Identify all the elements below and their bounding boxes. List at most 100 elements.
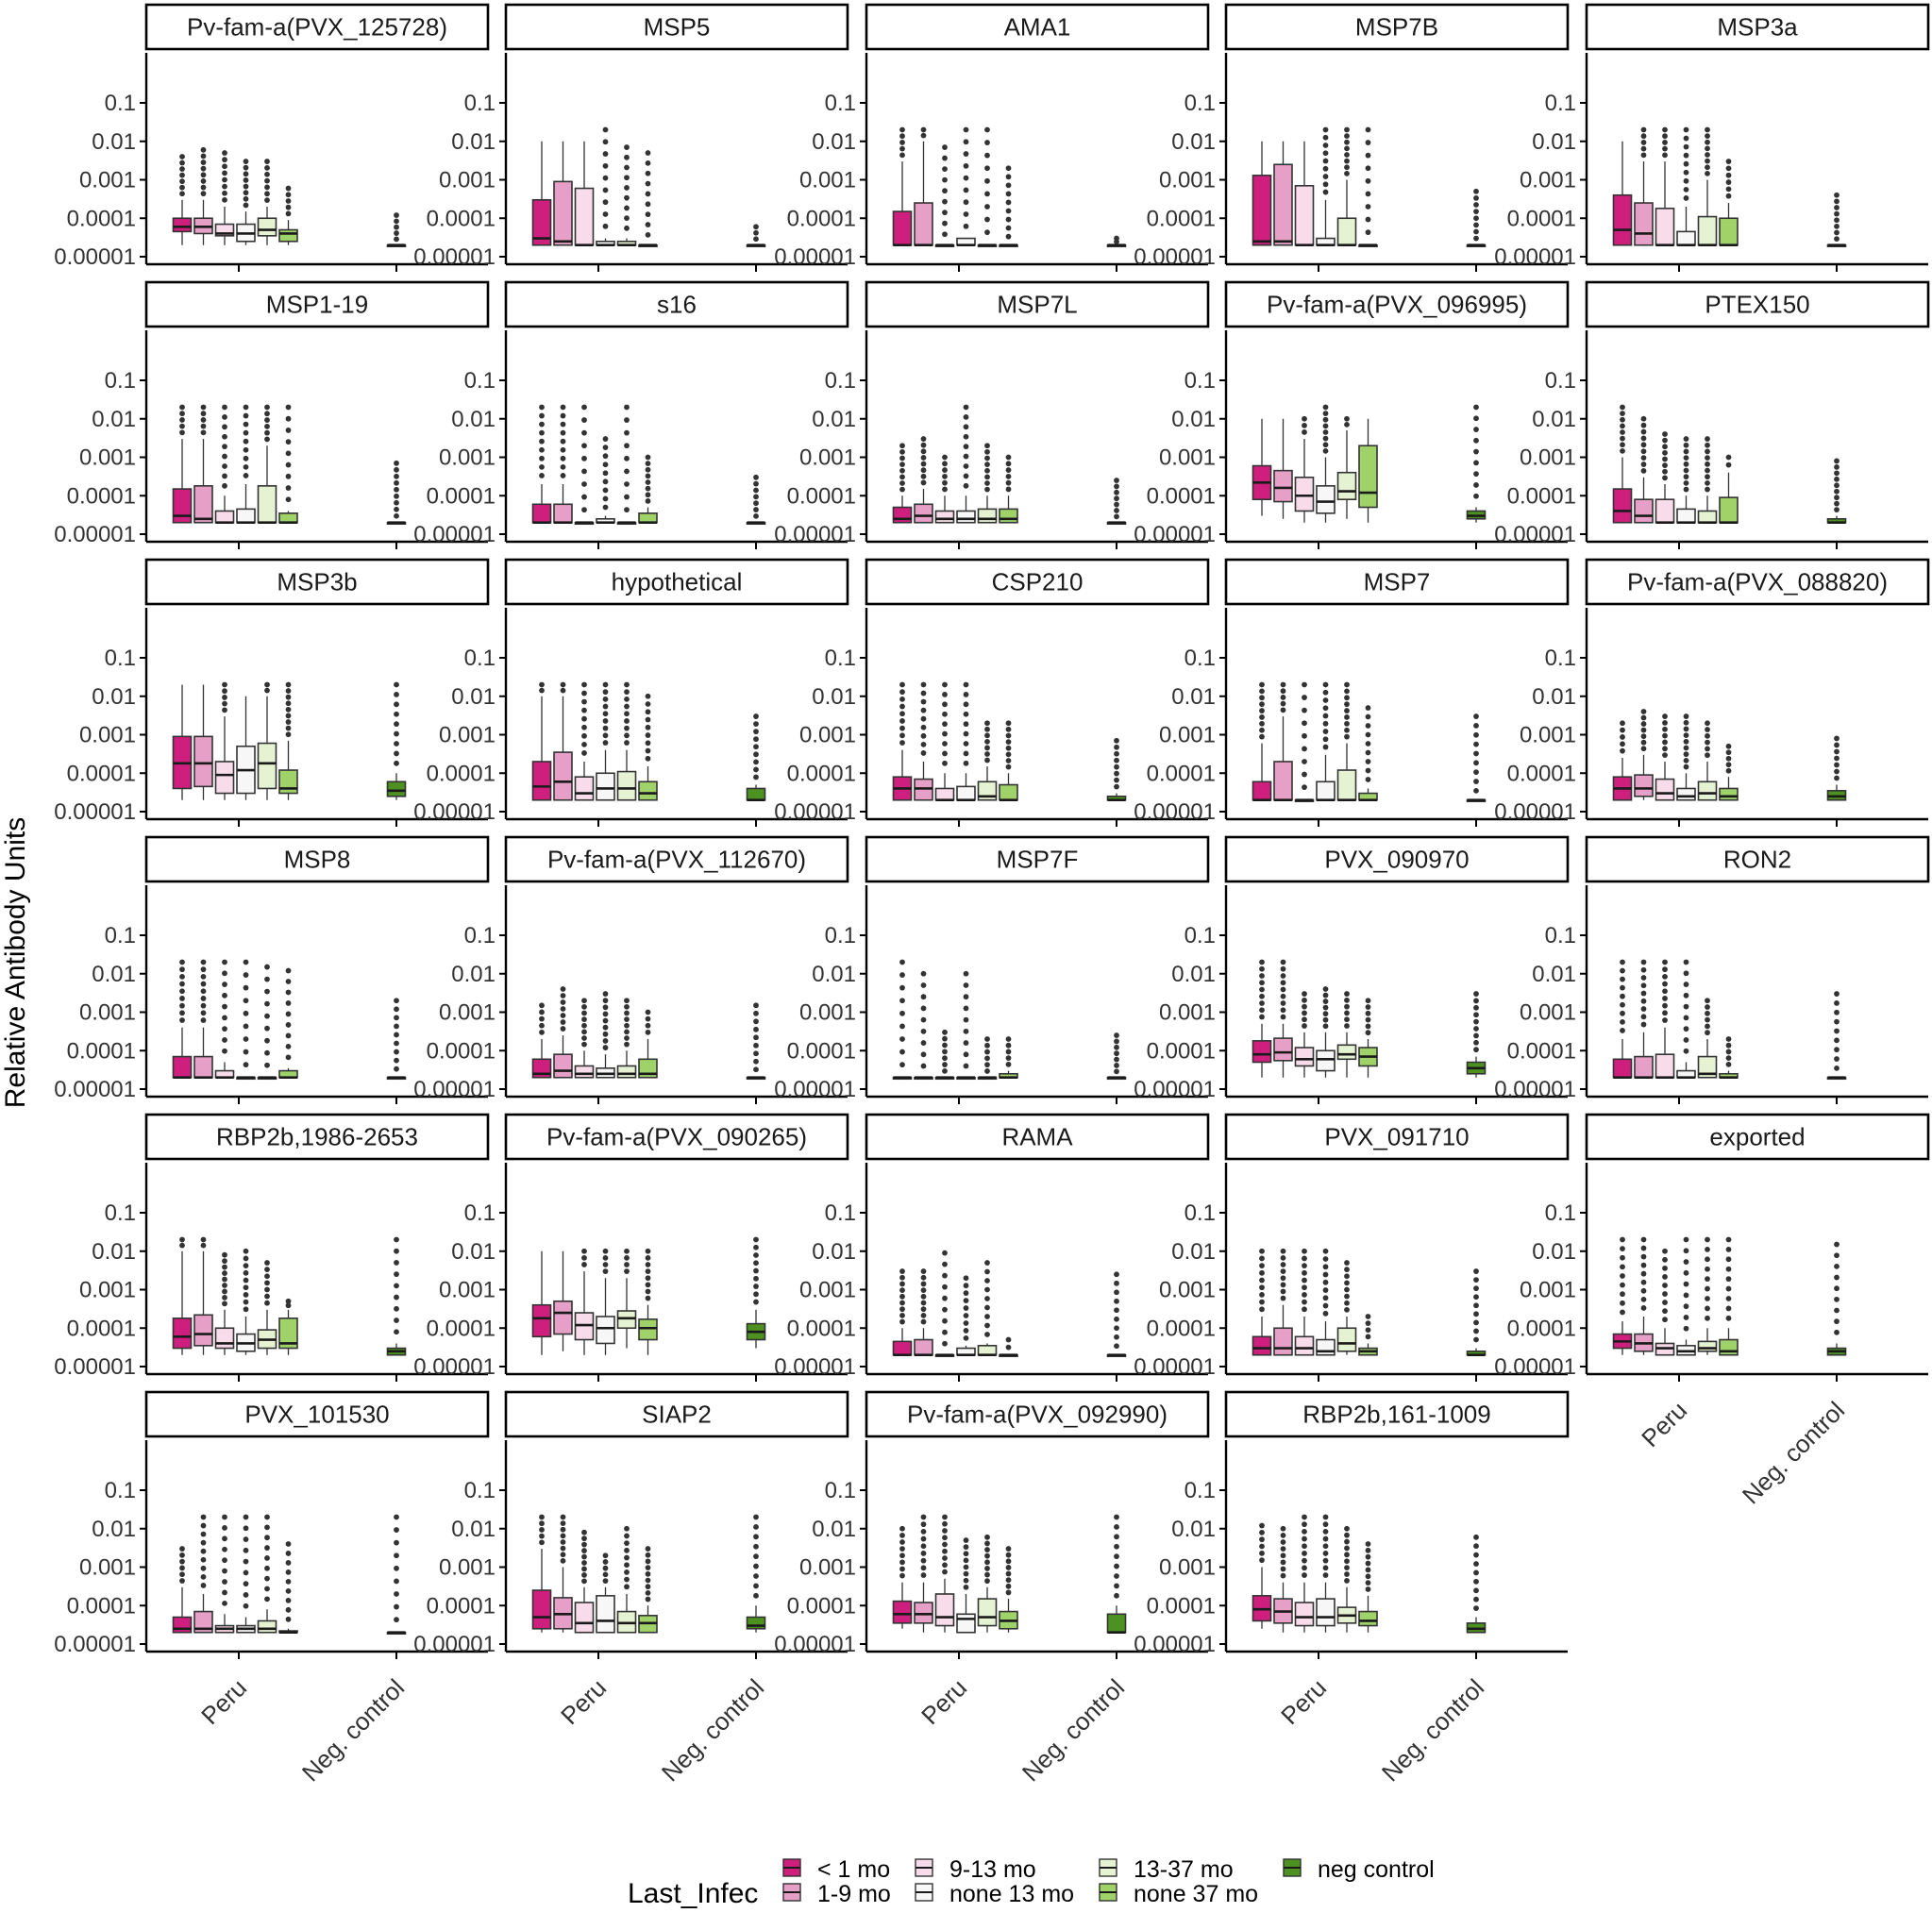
box-outlier xyxy=(200,153,207,159)
box-outlier xyxy=(539,687,545,694)
box-outlier xyxy=(1322,713,1329,719)
box-outlier xyxy=(1834,198,1840,205)
box-outlier xyxy=(963,162,969,169)
box-none13 xyxy=(236,959,256,1081)
y-tick-label: 0.1 xyxy=(105,1478,136,1503)
box-outlier xyxy=(1834,500,1840,507)
box-outlier xyxy=(984,474,990,480)
box-outlier xyxy=(1662,732,1668,739)
box-none13 xyxy=(1316,986,1336,1078)
box-outlier xyxy=(1473,1596,1479,1603)
box-outlier xyxy=(222,970,227,977)
box-outlier xyxy=(899,984,905,991)
box-outlier xyxy=(645,724,651,730)
box-outlier xyxy=(200,165,207,172)
box-body xyxy=(1676,787,1696,801)
box-none37 xyxy=(1358,126,1378,248)
box-outlier xyxy=(539,1009,545,1015)
box-neg xyxy=(1466,404,1487,523)
panel-rbp2b-161-1009: RBP2b,161-10090.000010.00010.0010.010.1P… xyxy=(1134,1390,1570,1787)
box-outlier xyxy=(1683,486,1689,493)
box-outlier xyxy=(1473,731,1479,738)
box-outlier xyxy=(1473,1018,1479,1025)
box-outlier xyxy=(1683,959,1689,965)
box-outlier xyxy=(963,473,969,479)
box-outlier xyxy=(222,473,227,479)
box-outlier xyxy=(899,703,905,710)
box-outlier xyxy=(984,1268,990,1275)
box-outlier xyxy=(899,972,905,978)
y-tick-label: 0.1 xyxy=(464,923,496,948)
box-outlier xyxy=(602,725,609,731)
box-outlier xyxy=(1662,1274,1668,1280)
box-outlier xyxy=(1280,681,1286,688)
box-outlier xyxy=(243,1269,249,1276)
box-outlier xyxy=(1640,721,1647,727)
box-outlier xyxy=(222,170,227,176)
box-outlier xyxy=(899,1525,905,1532)
box-outlier xyxy=(1705,133,1710,140)
box-outlier xyxy=(1683,448,1689,455)
box-outlier xyxy=(1344,1571,1350,1577)
box-lt1 xyxy=(172,959,193,1080)
box-outlier xyxy=(243,183,249,190)
box-outlier xyxy=(1705,467,1710,474)
box-outlier xyxy=(264,1565,270,1571)
box-outlier xyxy=(624,1254,630,1261)
box-outlier xyxy=(1662,973,1668,980)
box-outlier xyxy=(602,223,609,229)
box-neg xyxy=(386,212,407,248)
box-outlier xyxy=(243,159,249,164)
box-outlier xyxy=(1344,681,1350,688)
panel-strip xyxy=(1224,3,1570,51)
box-outlier xyxy=(1640,152,1647,159)
box-outlier xyxy=(602,151,609,157)
box-outlier xyxy=(1640,1253,1647,1260)
box-outlier xyxy=(1834,1028,1840,1034)
box-body xyxy=(1273,1327,1293,1356)
box-outlier xyxy=(1114,1032,1119,1038)
box-outlier xyxy=(753,1252,759,1258)
box-outlier xyxy=(624,681,630,688)
box-outlier xyxy=(1705,139,1710,145)
box-body xyxy=(193,1314,213,1347)
box-outlier xyxy=(179,423,185,429)
box-outlier xyxy=(1322,134,1329,141)
box-body xyxy=(1316,485,1336,514)
box-lt1 xyxy=(531,141,552,246)
box-none13 xyxy=(1676,713,1696,801)
box-outlier xyxy=(179,429,185,436)
box-outlier xyxy=(899,1293,905,1300)
y-tick-label: 0.0001 xyxy=(1147,483,1216,509)
box-outlier xyxy=(539,404,545,411)
box-outlier xyxy=(1302,429,1307,435)
box-outlier xyxy=(1280,1268,1286,1275)
panel-title: exported xyxy=(1709,1123,1805,1151)
box-outlier xyxy=(624,1248,630,1254)
box-outlier xyxy=(560,404,566,411)
box-body xyxy=(1697,1055,1718,1079)
box-outlier xyxy=(222,1546,227,1552)
box-outlier xyxy=(1834,507,1840,513)
box-outlier xyxy=(1662,437,1668,444)
box-outlier xyxy=(394,499,399,506)
box-outlier xyxy=(1114,235,1119,242)
box-outlier xyxy=(1280,1000,1286,1006)
box-m9_13 xyxy=(214,1251,235,1355)
box-outlier xyxy=(1365,1580,1371,1586)
box-body xyxy=(1676,508,1696,524)
box-neg xyxy=(746,1002,766,1081)
box-outlier xyxy=(1259,1255,1265,1262)
box-outlier xyxy=(1302,1255,1307,1262)
y-tick-label: 0.001 xyxy=(439,723,496,748)
box-outlier xyxy=(1344,1286,1350,1293)
box-outlier xyxy=(1322,1572,1329,1578)
box-outlier xyxy=(963,199,969,206)
box-outlier xyxy=(264,687,270,694)
y-tick-label: 0.0001 xyxy=(1507,206,1576,231)
box-outlier xyxy=(179,154,185,159)
box-m13_37 xyxy=(977,720,998,801)
